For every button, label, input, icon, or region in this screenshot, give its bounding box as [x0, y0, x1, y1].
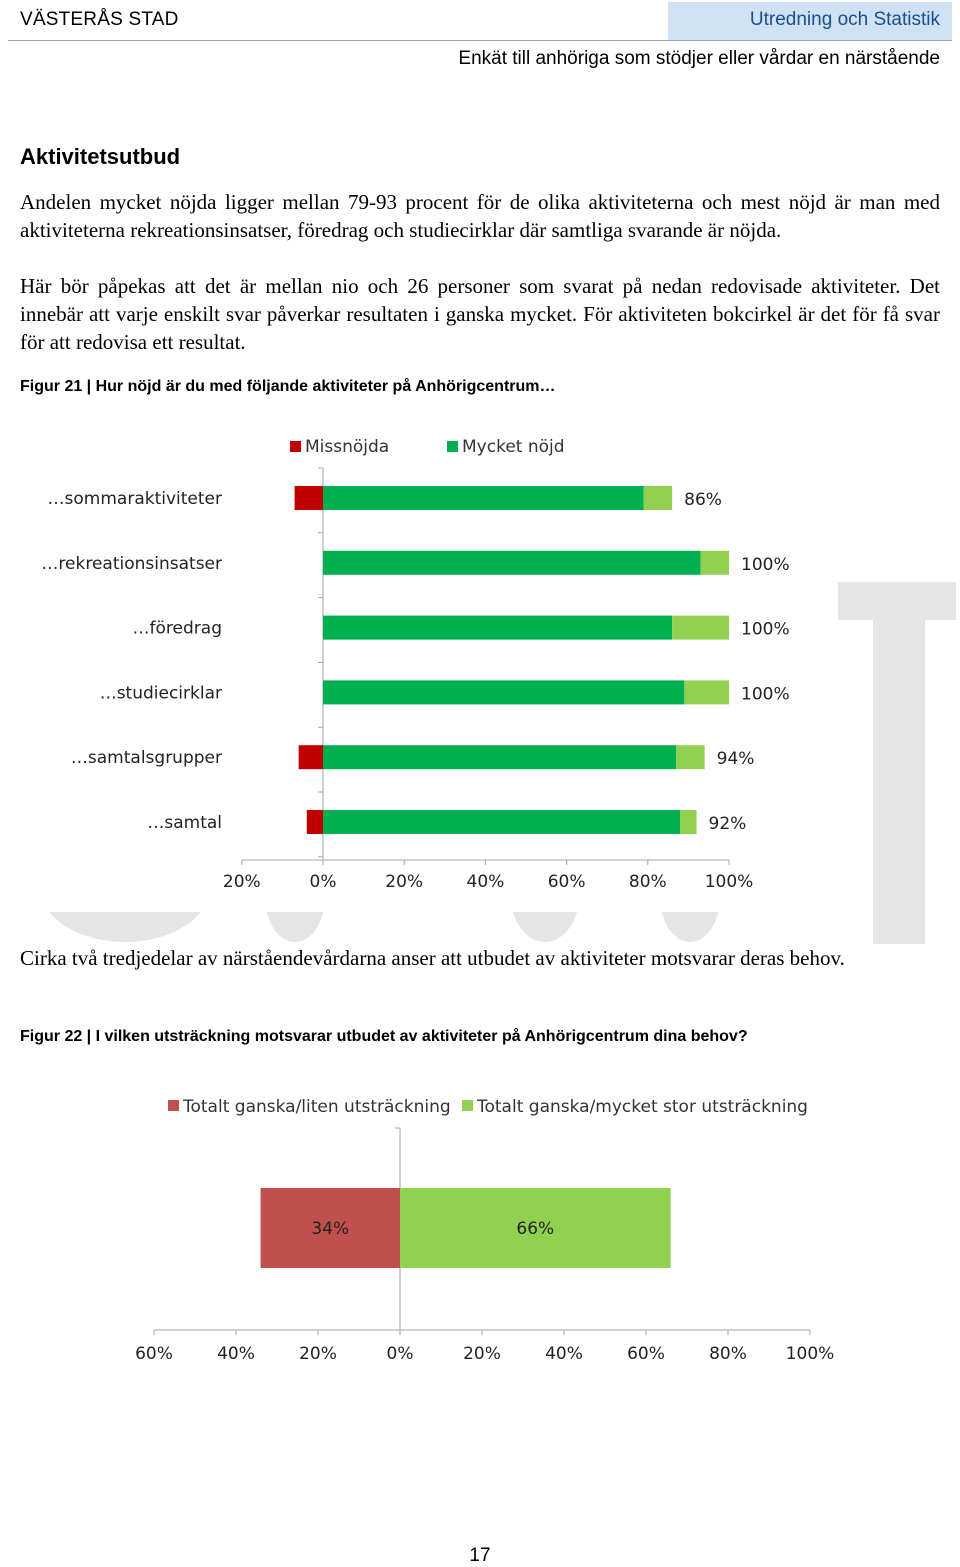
paragraph-3: Cirka två tredjedelar av närståendevårda…: [20, 946, 845, 970]
x-tick-label: 0%: [310, 872, 337, 892]
figure-21-chart: Missnöjda Mycket nöjd …sommaraktiviteter 86…: [41, 437, 790, 892]
bar-stor-utstrackning: [400, 1188, 671, 1268]
x-tick-label: 100%: [786, 1344, 835, 1364]
bar-total-label: 86%: [684, 490, 722, 510]
bar-liten-utstrackning: [260, 1188, 400, 1268]
legend-label-stor: Totalt ganska/mycket stor utsträckning: [476, 1097, 808, 1117]
x-tick-label: 40%: [217, 1344, 255, 1364]
bar-total-label: 94%: [717, 749, 755, 769]
bar-mycket-nojd: [323, 810, 681, 834]
x-tick-label: 80%: [629, 872, 667, 892]
legend-swatch-mycket-nojd: [447, 441, 458, 452]
category-label: …rekreationsinsatser: [41, 554, 222, 574]
bar-total-label: 100%: [741, 555, 790, 575]
org-name: VÄSTERÅS STAD: [20, 9, 179, 30]
header-accent-box: [668, 2, 952, 40]
legend-swatch-missnojda: [290, 441, 301, 452]
department-name: Utredning och Statistik: [749, 9, 940, 30]
bar-mycket-nojd: [323, 486, 644, 510]
paragraph-1: Andelen mycket nöjda ligger mellan 79-93…: [20, 190, 940, 242]
category-label: …samtal: [147, 813, 222, 833]
bar-total-label: 100%: [741, 684, 790, 704]
bar-segment-light-green: [643, 486, 673, 510]
bar-missnojda: [298, 745, 323, 770]
x-tick-label: 20%: [223, 872, 261, 892]
x-tick-label: 100%: [705, 872, 754, 892]
bar-total-label: 100%: [741, 620, 790, 640]
legend-label-liten: Totalt ganska/liten utsträckning: [182, 1097, 451, 1117]
x-tick-label: 20%: [385, 872, 423, 892]
header-divider: [8, 40, 952, 41]
x-tick-label: 60%: [627, 1344, 665, 1364]
legend-swatch-stor: [462, 1100, 473, 1111]
x-tick-label: 60%: [548, 872, 586, 892]
category-label: …sommaraktiviteter: [48, 489, 222, 509]
bar-label-liten: 34%: [311, 1219, 349, 1239]
x-tick-label: 40%: [545, 1344, 583, 1364]
bar-missnojda: [306, 810, 323, 834]
bar-segment-light-green: [676, 745, 705, 770]
bar-mycket-nojd: [323, 615, 673, 640]
bar-segment-light-green: [700, 550, 729, 575]
bar-mycket-nojd: [323, 745, 677, 770]
x-tick-label: 60%: [135, 1344, 173, 1364]
bar-segment-light-green: [684, 680, 729, 705]
x-tick-label: 20%: [463, 1344, 501, 1364]
category-label: …studiecirklar: [100, 683, 222, 703]
bar-label-stor: 66%: [516, 1219, 554, 1239]
bar-mycket-nojd: [323, 680, 685, 705]
x-tick-label: 20%: [299, 1344, 337, 1364]
section-heading: Aktivitetsutbud: [20, 144, 181, 169]
legend-label-mycket-nojd: Mycket nöjd: [462, 437, 565, 457]
category-label: …föredrag: [133, 619, 222, 639]
legend-swatch-liten: [168, 1100, 179, 1111]
report-title: Enkät till anhöriga som stödjer eller vå…: [458, 48, 940, 69]
figure-22-title: Figur 22 | I vilken utsträckning motsvar…: [20, 1028, 748, 1045]
x-tick-label: 0%: [387, 1344, 414, 1364]
watermark-letter-t-stem: [873, 582, 925, 944]
figure-21-title: Figur 21 | Hur nöjd är du med följande a…: [20, 378, 556, 395]
bar-missnojda: [294, 486, 323, 510]
bar-total-label: 92%: [709, 814, 747, 834]
watermark-letters: [40, 912, 740, 946]
paragraph-2: Här bör påpekas att det är mellan nio oc…: [20, 274, 940, 354]
figure-22-chart: Totalt ganska/liten utsträckning Totalt g…: [135, 1097, 835, 1364]
x-tick-label: 80%: [709, 1344, 747, 1364]
bar-segment-light-green: [680, 810, 697, 834]
bar-segment-light-green: [672, 615, 729, 640]
page-number: 17: [469, 1545, 491, 1566]
x-tick-label: 40%: [467, 872, 505, 892]
category-label: …samtalsgrupper: [71, 748, 222, 768]
bar-mycket-nojd: [323, 550, 701, 575]
legend-label-missnojda: Missnöjda: [305, 437, 389, 457]
